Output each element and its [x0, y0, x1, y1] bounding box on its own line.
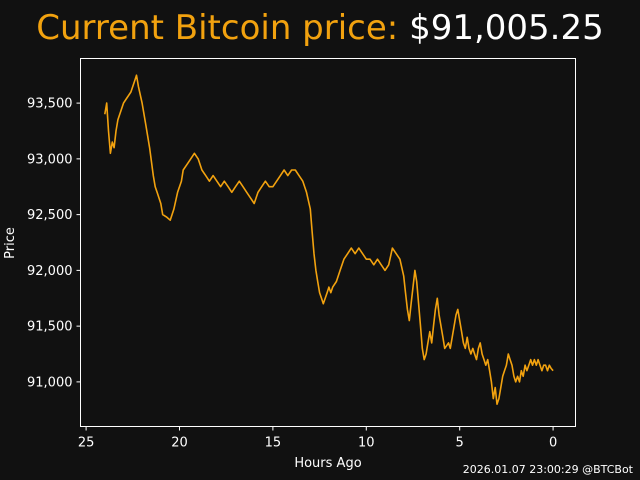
x-tick-label: 25: [78, 436, 95, 451]
y-tick-label: 92,500: [27, 208, 73, 223]
title-label: Current Bitcoin price:: [36, 8, 399, 48]
x-tick-label: 5: [456, 436, 464, 451]
y-tick-label: 93,500: [27, 97, 73, 112]
y-axis-label: Price: [3, 227, 18, 259]
y-axis: 91,000 91,500 92,000 92,500 93,000 93,500: [27, 97, 81, 390]
y-tick-label: 93,000: [27, 152, 73, 167]
x-tick-label: 0: [549, 436, 557, 451]
y-tick-label: 92,000: [27, 264, 73, 279]
footer-timestamp: 2026.01.07 23:00:29 @BTCBot: [462, 463, 633, 476]
current-price: $91,005.25: [409, 8, 604, 48]
price-series-line: [104, 74, 554, 405]
y-tick-label: 91,500: [27, 320, 73, 335]
plot-frame: [80, 58, 576, 427]
chart-title: Current Bitcoin price: $91,005.25: [0, 8, 640, 48]
x-tick-label: 10: [358, 436, 375, 451]
x-tick-label: 20: [171, 436, 188, 451]
price-line-layer: [104, 74, 554, 405]
x-axis: 25 20 15 10 5 0: [78, 426, 557, 451]
x-tick-label: 15: [265, 436, 282, 451]
y-tick-label: 91,000: [27, 375, 73, 390]
x-axis-label: Hours Ago: [294, 456, 361, 471]
